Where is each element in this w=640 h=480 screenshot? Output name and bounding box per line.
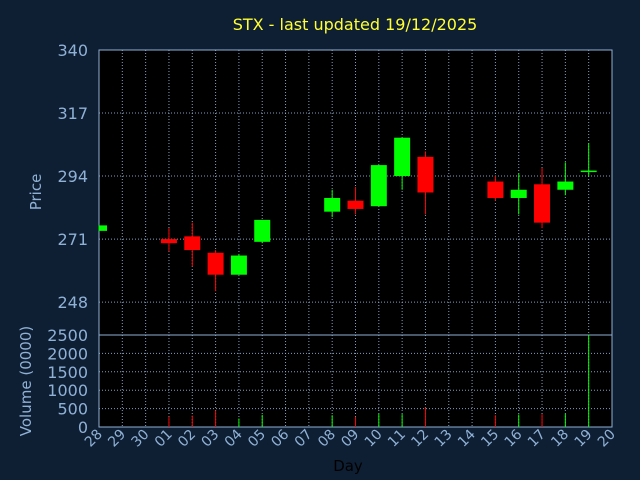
day-tick-label: 11	[385, 427, 409, 451]
day-tick-label: 19	[572, 427, 596, 451]
candle-28	[98, 225, 107, 231]
volume-tick-label: 0	[78, 418, 88, 437]
day-tick-label: 29	[105, 427, 129, 451]
candle-12	[417, 151, 434, 215]
candle-body	[417, 156, 434, 193]
price-tick-label: 340	[57, 41, 88, 60]
day-tick-label: 13	[432, 427, 456, 451]
candle-body	[254, 219, 271, 242]
day-tick-label: 30	[129, 427, 153, 451]
day-tick-label: 14	[455, 426, 479, 450]
day-tick-label: 12	[408, 427, 432, 451]
price-tick-label: 317	[57, 104, 88, 123]
candle-body	[510, 189, 527, 198]
day-tick-label: 09	[338, 427, 362, 451]
day-tick-label: 15	[478, 427, 502, 451]
day-tick-label: 01	[152, 427, 176, 451]
volume-tick-label: 1500	[47, 363, 88, 382]
volume-tick-label: 1000	[47, 381, 88, 400]
candle-02	[184, 222, 201, 267]
candle-body	[184, 236, 201, 251]
day-tick-labels: 28 29 30 01 02 03 04 05 06 07 08 09 10 11 12 13 14 15 16 17…	[82, 426, 619, 450]
candle-17	[534, 167, 551, 229]
candle-08	[324, 189, 341, 218]
day-tick-label: 20	[595, 427, 619, 451]
chart-title: STX - last updated 19/12/2025	[233, 15, 478, 34]
price-tick-label: 271	[57, 230, 88, 249]
price-tick-label: 294	[57, 167, 88, 186]
volume-tick-label: 2500	[47, 326, 88, 345]
candle-body	[534, 184, 551, 223]
volume-tick-label: 500	[57, 400, 88, 419]
candle-19	[580, 143, 597, 177]
day-tick-label: 03	[198, 427, 222, 451]
candle-body	[557, 181, 574, 190]
candle-body	[487, 181, 504, 198]
day-tick-label: 04	[222, 426, 246, 450]
candle-18	[557, 162, 574, 196]
candle-16	[510, 173, 527, 215]
x-axis-label: Day	[333, 457, 363, 475]
candle-10	[370, 165, 387, 207]
candle-03	[207, 250, 224, 292]
candle-04	[230, 254, 247, 275]
candle-11	[394, 137, 411, 190]
day-tick-label: 16	[502, 426, 526, 450]
volume-bars	[168, 335, 590, 427]
day-tick-label: 17	[525, 427, 549, 451]
candle-09	[347, 187, 364, 215]
price-candles	[98, 137, 597, 292]
day-tick-label: 07	[292, 427, 316, 451]
candle-body	[394, 137, 411, 177]
candle-body	[580, 170, 597, 173]
candle-01	[160, 228, 177, 252]
day-tick-label: 05	[245, 427, 269, 451]
candle-05	[254, 219, 271, 244]
price-tick-label: 248	[57, 293, 88, 312]
day-tick-label: 18	[548, 427, 572, 451]
candle-body	[207, 252, 224, 275]
candle-body	[347, 200, 364, 209]
candle-body	[160, 239, 177, 244]
volume-axis-label: Volume (0000)	[17, 326, 35, 436]
day-tick-label: 10	[362, 427, 386, 451]
volume-tick-label: 2000	[47, 344, 88, 363]
candle-body	[99, 225, 107, 231]
candle-body	[370, 165, 387, 207]
candle-body	[324, 197, 341, 212]
day-tick-label: 06	[268, 426, 292, 450]
candle-15	[487, 176, 504, 201]
price-tick-labels: 248 271 294 317 340	[57, 41, 88, 312]
day-tick-label: 08	[315, 427, 339, 451]
candle-body	[230, 255, 247, 275]
day-tick-label: 02	[175, 427, 199, 451]
y-axis-label: Price	[27, 174, 45, 211]
